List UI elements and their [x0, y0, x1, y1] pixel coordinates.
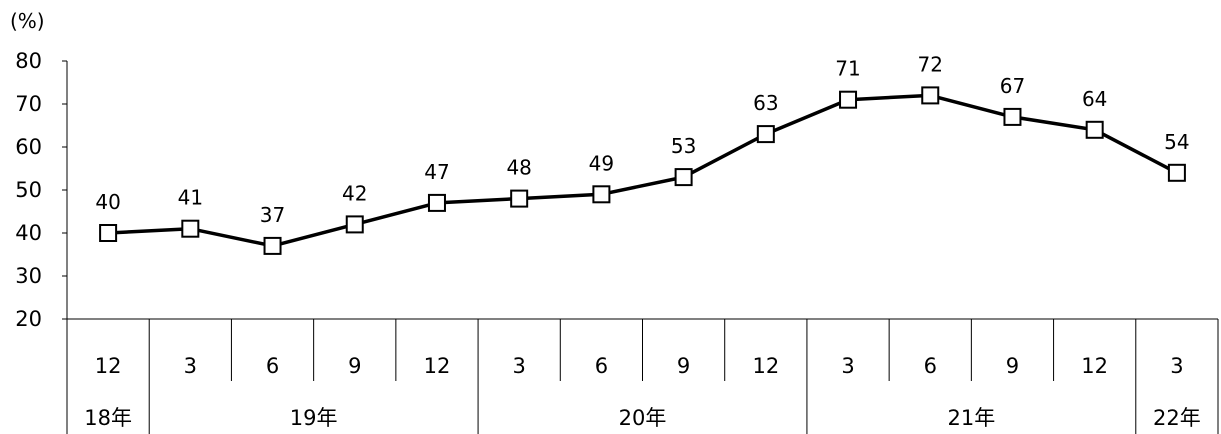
data-point-marker: [263, 236, 282, 255]
data-point-marker: [1085, 120, 1104, 139]
y-tick-label: 40: [15, 221, 42, 245]
data-point-marker: [674, 168, 693, 187]
data-point-marker: [756, 125, 775, 144]
data-label: 53: [671, 134, 696, 158]
x-tick-label: 12: [424, 354, 451, 378]
data-point-marker: [1003, 107, 1022, 126]
y-axis-unit-label: (%): [10, 9, 45, 33]
data-point-marker: [181, 219, 200, 238]
y-tick-label: 30: [15, 264, 42, 288]
data-point-marker: [592, 185, 611, 204]
x-axis-year-labels: 18年 19年 20年 21年 22年: [84, 406, 1201, 430]
data-label: 48: [506, 156, 531, 180]
data-label: 72: [918, 52, 943, 76]
data-series: 40 41 37 42 47 48 49 53 63 71 72 67 64 54: [95, 52, 1190, 255]
x-tick-label: 12: [95, 354, 122, 378]
data-point-marker: [839, 90, 858, 109]
data-label: 47: [424, 160, 449, 184]
data-label: 63: [753, 91, 778, 115]
data-label: 64: [1082, 87, 1107, 111]
x-tick-label: 9: [348, 354, 361, 378]
x-axis-category-labels: 12 3 6 9 12 3 6 9 12 3 6 9 12 3: [95, 354, 1184, 378]
year-label: 21年: [947, 406, 995, 430]
year-label: 18年: [84, 406, 132, 430]
data-label: 49: [589, 151, 614, 175]
data-label: 40: [95, 190, 120, 214]
data-point-marker: [510, 189, 529, 208]
year-label: 20年: [619, 406, 667, 430]
year-label: 19年: [290, 406, 338, 430]
x-tick-label: 3: [841, 354, 854, 378]
series-line: [108, 93, 1178, 248]
x-tick-label: 6: [595, 354, 608, 378]
data-point-marker: [427, 193, 446, 212]
data-point-marker: [345, 215, 364, 234]
year-label: 22年: [1153, 406, 1201, 430]
data-label: 71: [835, 57, 860, 81]
x-tick-label: 6: [266, 354, 279, 378]
x-tick-label: 9: [1006, 354, 1019, 378]
x-tick-label: 3: [1170, 354, 1183, 378]
x-tick-label: 12: [752, 354, 779, 378]
x-tick-label: 3: [512, 354, 525, 378]
x-tick-label: 9: [677, 354, 690, 378]
y-tick-label: 50: [15, 178, 42, 202]
y-axis-tick-labels: 80 70 60 50 40 30 20: [15, 49, 42, 331]
x-tick-label: 6: [924, 354, 937, 378]
data-point-marker: [99, 224, 118, 242]
x-tick-label: 3: [184, 354, 197, 378]
y-tick-label: 60: [15, 135, 42, 159]
data-point-marker: [921, 86, 940, 105]
data-label: 37: [260, 203, 285, 227]
data-label: 42: [342, 181, 367, 205]
y-tick-label: 80: [15, 49, 42, 73]
axes: [62, 60, 1219, 434]
data-label: 67: [1000, 74, 1025, 98]
data-label: 41: [178, 186, 203, 210]
y-tick-label: 20: [15, 307, 42, 331]
y-tick-label: 70: [15, 92, 42, 116]
x-tick-label: 12: [1081, 354, 1108, 378]
data-point-marker: [1167, 163, 1186, 182]
data-label: 54: [1164, 130, 1189, 154]
